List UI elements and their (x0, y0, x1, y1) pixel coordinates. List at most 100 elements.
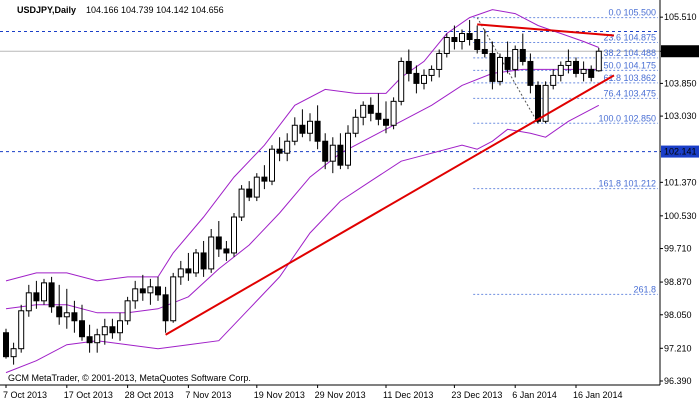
candles-layer (3, 19, 602, 365)
candle-body (253, 176, 260, 198)
candle-body (497, 56, 503, 82)
candle (193, 248, 199, 277)
candle (71, 300, 78, 333)
level-price-box (661, 145, 699, 158)
candle-body (10, 348, 17, 358)
candle (238, 185, 245, 222)
candle (291, 117, 298, 146)
candle-body (291, 124, 298, 142)
candle (223, 240, 230, 261)
candle (177, 260, 184, 285)
candle-body (527, 60, 534, 86)
candle-body (481, 48, 488, 54)
candle-body (413, 72, 420, 84)
ohlc-label: 104.166 104.739 104.142 104.656 (86, 5, 224, 15)
candle-body (451, 37, 458, 43)
candle-body (109, 326, 116, 334)
candle (269, 145, 275, 186)
candle-body (436, 52, 443, 70)
candle (474, 25, 481, 54)
candle (451, 25, 458, 50)
candle-body (18, 310, 25, 350)
candle-body (117, 320, 123, 334)
candle (41, 278, 47, 305)
fib-level-label: 0.0 105.500 (608, 8, 656, 18)
candle (246, 181, 253, 202)
candle-body (360, 104, 367, 118)
candle-body (398, 60, 405, 102)
candle (405, 49, 412, 82)
candle (390, 97, 397, 130)
candle (231, 213, 237, 257)
candle (352, 109, 359, 138)
candle (459, 29, 465, 50)
candle-body (367, 104, 374, 114)
candle (595, 47, 602, 72)
candle (63, 288, 70, 329)
y-tick-label: 105.510 (664, 12, 697, 22)
candle (101, 318, 108, 345)
candle (519, 33, 526, 66)
x-tick-label: 17 Oct 2013 (64, 390, 113, 400)
candle-body (48, 282, 55, 308)
candle-body (421, 74, 427, 84)
candle-body (299, 124, 306, 134)
candle-body (276, 148, 283, 154)
candle (170, 272, 177, 323)
candle-body (405, 60, 412, 74)
y-tick-label: 96.390 (664, 376, 692, 386)
candle-body (79, 320, 85, 338)
candle (124, 296, 131, 325)
y-tick-label: 100.530 (664, 211, 697, 221)
candle-body (170, 276, 177, 322)
candle-body (352, 116, 359, 134)
candle-body (580, 68, 587, 74)
y-tick-label: 103.030 (664, 111, 697, 121)
candle-body (519, 48, 526, 62)
candle-body (337, 144, 344, 166)
candle-body (261, 176, 268, 182)
y-tick-label: 98.050 (664, 310, 692, 320)
candle-body (41, 282, 47, 302)
candle (436, 49, 443, 78)
candle-body (200, 252, 207, 270)
candle (307, 113, 313, 142)
x-tick-label: 6 Jan 2014 (512, 390, 557, 400)
candle-body (147, 286, 154, 294)
candle-body (71, 312, 78, 322)
candle (155, 276, 161, 301)
plot-area (0, 0, 660, 385)
candle (588, 65, 595, 82)
candle (383, 101, 389, 134)
candle-body (489, 52, 496, 82)
candle-body (314, 120, 321, 142)
candle (557, 61, 564, 82)
candle-body (565, 60, 572, 66)
candle-body (512, 48, 519, 70)
candle (147, 278, 154, 305)
candle-body (588, 68, 595, 78)
candle-body (208, 236, 215, 270)
y-tick-label: 103.850 (664, 78, 697, 88)
x-tick-label: 19 Nov 2013 (254, 390, 305, 400)
candle-body (177, 268, 184, 278)
candle (299, 109, 306, 138)
candle-body (557, 64, 564, 76)
candle (185, 252, 192, 281)
candle-body (63, 312, 70, 318)
y-tick-label: 101.370 (664, 177, 697, 187)
candle-body (595, 50, 602, 72)
candle-body (33, 292, 40, 302)
candle (284, 133, 291, 162)
candle-body (246, 188, 253, 198)
candle-body (345, 132, 351, 166)
x-tick-label: 7 Nov 2013 (185, 390, 231, 400)
candle (565, 49, 572, 74)
candle (94, 328, 101, 353)
candle-body (215, 236, 222, 250)
candle (322, 133, 329, 170)
candle (375, 93, 382, 126)
